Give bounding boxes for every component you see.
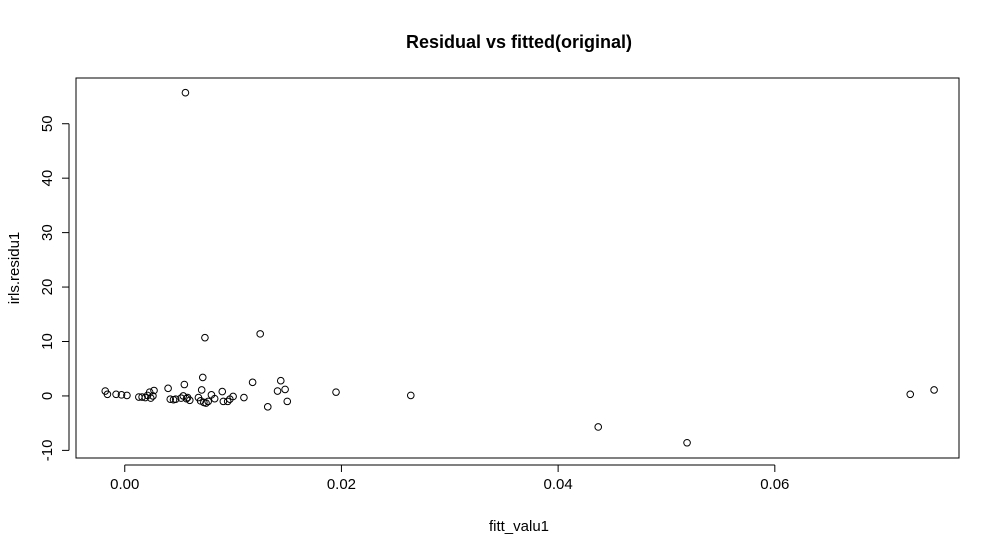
plot-frame: [75, 77, 960, 459]
data-point: [204, 397, 212, 406]
x-tick-label: 0.02: [327, 476, 356, 493]
data-point: [256, 330, 264, 338]
y-tick-label: 40: [39, 170, 56, 187]
data-point: [117, 391, 126, 399]
data-point: [240, 393, 248, 402]
data-point: [406, 391, 415, 400]
data-point: [218, 387, 227, 396]
data-point: [197, 386, 206, 394]
data-point: [141, 393, 150, 402]
x-tick-label: 0.04: [544, 476, 573, 493]
y-axis-label: irls.residu1: [6, 232, 23, 305]
x-axis-label: fitt_valu1: [489, 518, 549, 535]
data-point: [276, 376, 285, 385]
data-point: [138, 393, 146, 401]
data-point: [103, 390, 112, 399]
data-point: [201, 333, 209, 342]
chart-title: Residual vs fitted(original): [406, 32, 632, 52]
data-point: [930, 386, 938, 394]
data-point: [150, 386, 158, 395]
data-point: [112, 390, 120, 399]
data-point: [281, 385, 289, 394]
data-point: [166, 395, 175, 404]
data-point: [180, 380, 189, 389]
data-point: [263, 403, 272, 411]
y-tick-label: 50: [39, 115, 56, 132]
y-axis: -10 0 10 20 30 40 50: [39, 115, 70, 462]
data-point: [906, 390, 915, 399]
data-point: [229, 392, 237, 401]
data-point: [164, 384, 172, 393]
data-point: [210, 394, 219, 403]
data-point: [202, 399, 210, 407]
data-point: [198, 373, 207, 382]
data-point: [683, 438, 691, 447]
y-tick-label: 0: [39, 392, 56, 400]
data-point: [181, 88, 190, 97]
data-point: [123, 391, 131, 400]
data-point: [594, 423, 603, 431]
x-axis: 0.00 0.02 0.04 0.06: [110, 464, 789, 493]
y-tick-label: 10: [39, 333, 56, 350]
data-points: [101, 88, 938, 447]
data-point: [171, 395, 180, 404]
y-tick-label: 20: [39, 279, 56, 296]
data-point: [223, 397, 232, 406]
data-point: [219, 397, 228, 406]
data-point: [146, 394, 155, 402]
data-point: [248, 378, 257, 387]
data-point: [273, 387, 282, 395]
data-point: [185, 396, 194, 405]
data-point: [283, 397, 292, 406]
data-point: [149, 392, 157, 400]
y-tick-label: 30: [39, 224, 56, 241]
y-tick-label: -10: [39, 440, 56, 462]
data-point: [332, 388, 340, 396]
x-tick-label: 0.00: [110, 476, 139, 493]
x-tick-label: 0.06: [760, 476, 789, 493]
